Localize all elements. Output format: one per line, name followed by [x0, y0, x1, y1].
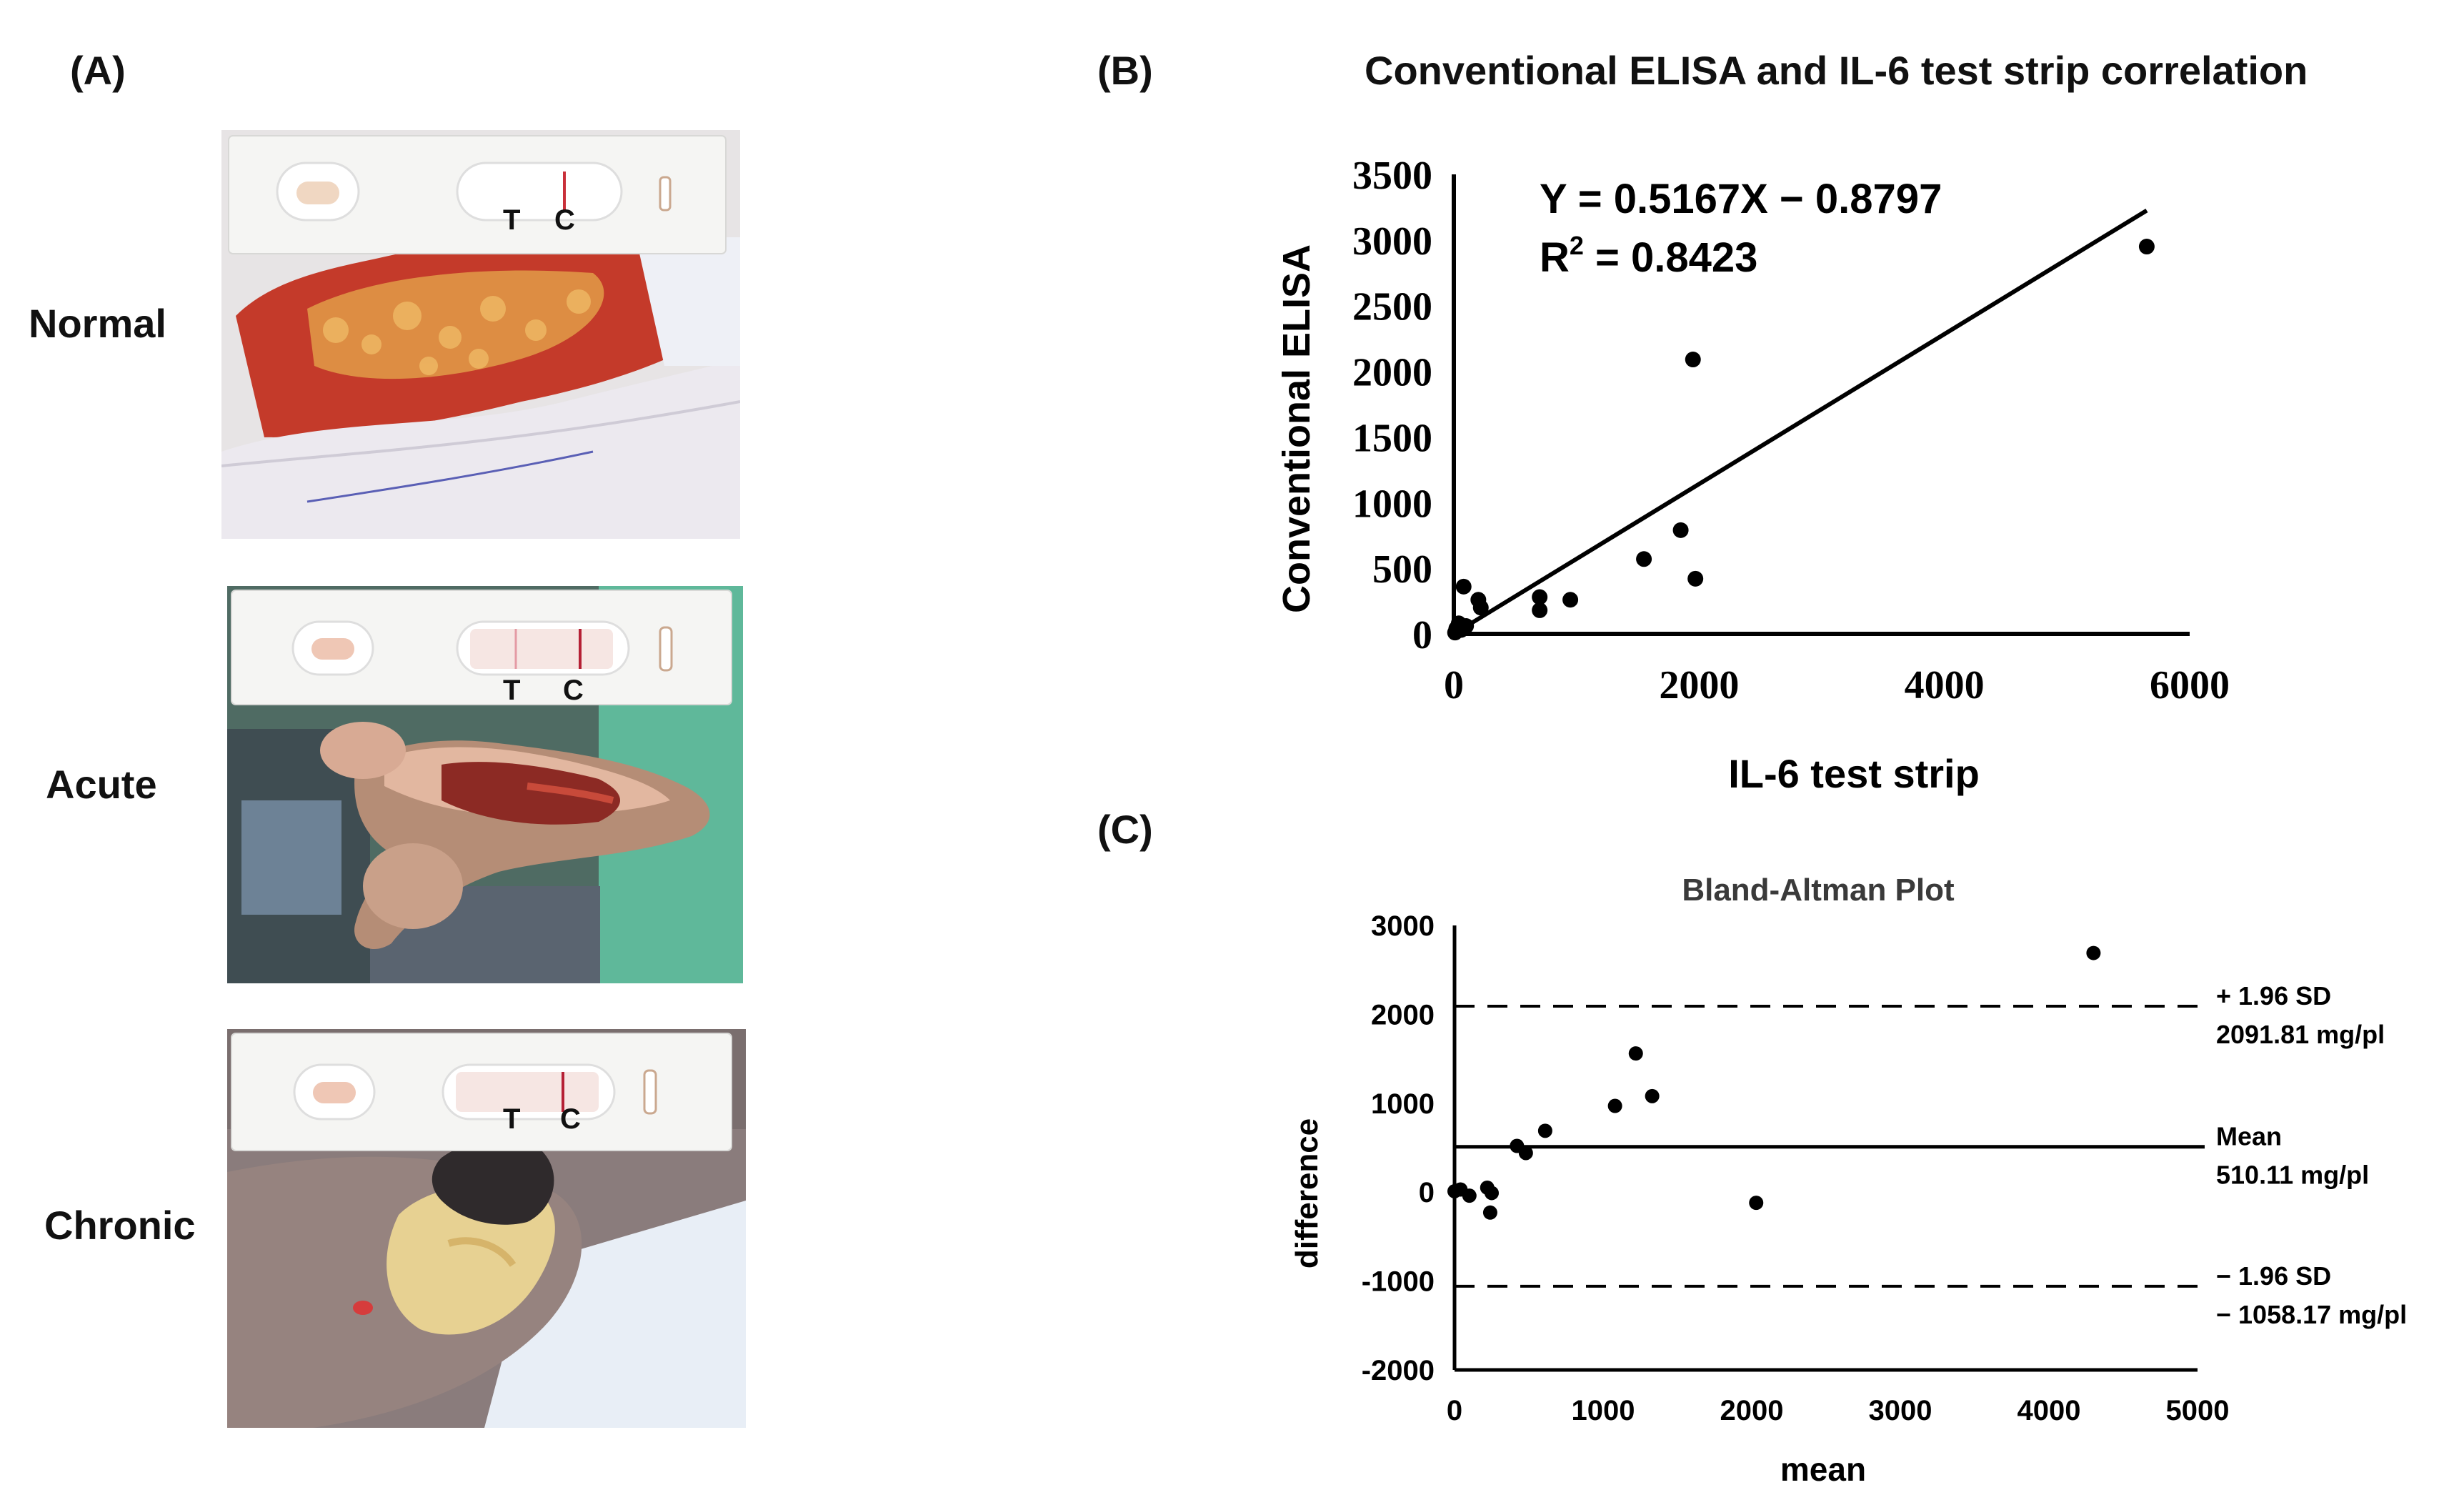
chart-b-ytick-6: 3000 [1352, 219, 1432, 264]
chart-b-fit-line [1452, 208, 2148, 636]
chart-c-point-7 [1518, 1146, 1533, 1161]
chart-c-xtick-0: 0 [1447, 1395, 1462, 1426]
chart-c-point-13 [2086, 945, 2101, 960]
chart-c-point-2 [1462, 1188, 1477, 1203]
chart-c-point-10 [1628, 1046, 1643, 1061]
chart-c-ytick-2: 0 [1419, 1177, 1435, 1208]
chart-c-xtick-2: 2000 [1720, 1395, 1784, 1426]
chart-b-ytick-5: 2500 [1352, 285, 1432, 329]
chart-b: 0 500 1000 1500 2000 2500 3000 3500 0 2000 4000 60… [1275, 154, 2230, 796]
chart-b-ytick-4: 2000 [1352, 351, 1432, 395]
photo-normal: T C [221, 130, 740, 539]
row-label-chronic: Chronic [44, 1203, 196, 1248]
chart-b-point-8 [1532, 589, 1548, 605]
strip-acute-t-label: T [503, 675, 521, 706]
chart-b-point-4 [1458, 617, 1475, 634]
chart-b-point-12 [1685, 352, 1701, 368]
row-label-acute: Acute [46, 762, 157, 807]
chart-c-point-9 [1607, 1098, 1622, 1113]
chart-b-point-10 [1562, 592, 1579, 608]
chart-b-xtick-2: 4000 [1905, 663, 1985, 707]
chart-b-r2-value: = 0.8423 [1584, 234, 1758, 281]
row-label-normal: Normal [29, 301, 166, 346]
panel-c-label: (C) [1097, 807, 1153, 852]
chart-b-r2-sup: 2 [1570, 231, 1584, 260]
chart-c-xlabel: mean [1780, 1451, 1866, 1488]
chart-c-mean-label: Mean [2216, 1122, 2282, 1151]
chart-b-point-15 [2138, 239, 2155, 255]
chart-b-point-11 [1636, 551, 1652, 567]
chart-c-lower-sd-label: − 1.96 SD [2216, 1261, 2331, 1291]
chart-c-point-12 [1749, 1196, 1764, 1211]
chart-b-point-5 [1455, 578, 1472, 595]
chart-c-ytick-4: 2000 [1371, 999, 1435, 1030]
chart-b-xtick-1: 2000 [1659, 663, 1739, 707]
chart-b-ytick-1: 500 [1372, 547, 1432, 592]
chart-c-ytick-5: 3000 [1371, 910, 1435, 942]
chart-c: Bland-Altman Plot -2000 -1000 0 1000 2000 300… [1290, 873, 2407, 1488]
panel-b-label: (B) [1097, 48, 1153, 93]
photo-acute: T C [227, 586, 743, 983]
chart-b-ytick-3: 1500 [1352, 416, 1432, 460]
chart-c-ytick-0: -2000 [1362, 1355, 1435, 1386]
strip-chronic-t-label: T [503, 1103, 521, 1135]
chart-c-lower-sd-value: − 1058.17 mg/pl [2216, 1300, 2407, 1329]
strip-chronic-c-label: C [560, 1103, 581, 1135]
chart-b-equation: Y = 0.5167X − 0.8797 [1540, 176, 1942, 222]
chart-b-title: Conventional ELISA and IL-6 test strip c… [1365, 48, 2308, 93]
chart-c-title: Bland-Altman Plot [1682, 873, 1955, 908]
strip-normal-t-label: T [503, 204, 521, 236]
strip-normal-c-label: C [554, 204, 575, 236]
chart-b-xtick-0: 0 [1444, 663, 1464, 707]
strip-acute-c-label: C [563, 675, 584, 706]
chart-b-ytick-0: 0 [1412, 613, 1432, 657]
chart-b-ytick-2: 1000 [1352, 482, 1432, 526]
chart-b-r2-label: R [1540, 234, 1570, 281]
chart-c-upper-sd-label: + 1.96 SD [2216, 981, 2331, 1010]
chart-b-xtick-3: 6000 [2150, 663, 2230, 707]
chart-c-mean-value: 510.11 mg/pl [2216, 1161, 2369, 1190]
chart-c-ytick-1: -1000 [1362, 1266, 1435, 1298]
chart-c-xtick-3: 3000 [1869, 1395, 1932, 1426]
panel-a-label: (A) [70, 48, 126, 93]
photo-chronic-image [227, 1029, 746, 1428]
chart-b-point-13 [1672, 522, 1689, 538]
chart-c-xtick-4: 4000 [2017, 1395, 2081, 1426]
chart-c-upper-sd-value: 2091.81 mg/pl [2216, 1020, 2385, 1049]
photo-chronic: T C [227, 1029, 746, 1428]
chart-c-ylabel: difference [1290, 1118, 1325, 1268]
chart-b-point-7 [1472, 600, 1489, 616]
chart-b-r2: R2 = 0.8423 [1540, 231, 1757, 281]
photo-acute-image [227, 586, 743, 983]
chart-b-ytick-7: 3500 [1352, 154, 1432, 198]
chart-b-point-9 [1532, 602, 1548, 618]
chart-c-point-4 [1485, 1186, 1499, 1201]
chart-b-ylabel: Conventional ELISA [1275, 244, 1318, 613]
chart-c-point-8 [1537, 1123, 1552, 1138]
chart-c-point-11 [1645, 1088, 1660, 1103]
chart-c-xtick-1: 1000 [1572, 1395, 1635, 1426]
chart-c-ytick-3: 1000 [1371, 1088, 1435, 1120]
photo-normal-image [221, 130, 740, 539]
chart-c-xtick-5: 5000 [2166, 1395, 2230, 1426]
chart-b-xlabel: IL-6 test strip [1728, 751, 1980, 796]
chart-c-point-5 [1482, 1205, 1497, 1220]
chart-b-point-14 [1687, 570, 1704, 587]
